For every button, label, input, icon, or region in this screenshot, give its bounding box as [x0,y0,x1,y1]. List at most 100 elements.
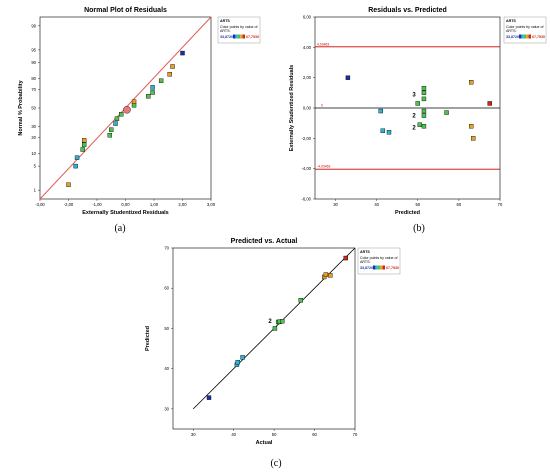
b-legend-box [503,16,547,44]
b-lower-limit-label: -4,03463 [317,165,330,169]
b-y-tick-label: -4,00 [301,166,311,171]
c-legend-swatch [373,265,376,270]
a-x-tick-label: -3,00 [35,202,45,207]
c-data-point [235,360,240,365]
a-y-tick-label: 30 [31,124,36,129]
b-y-tick-label: 2,00 [303,75,312,80]
b-legend-swatch [528,34,531,39]
a-data-point [113,121,118,126]
c-legend-swatch [377,265,381,270]
a-data-point [150,90,155,95]
b-x-tick-label: 30 [333,202,338,207]
a-x-tick-label: 1,00 [150,202,159,207]
b-point-count-label: 2 [412,126,416,132]
c-data-point [328,273,333,278]
a-data-point [167,72,172,77]
c-data-point [240,355,245,360]
a-data-point [80,147,85,152]
a-caption: (a) [114,223,125,234]
c-legend-swatch [380,265,383,270]
c-x-tick-label: 60 [312,432,317,437]
c-legend-caption: Color points by value of [360,256,398,260]
b-zero-label: 0 [321,104,323,108]
b-data-point [471,136,476,141]
b-y-tick-label: 4,00 [303,45,312,50]
b-y-tick-label: 0,00 [303,106,312,111]
b-legend-swatch [523,34,527,39]
b-legend-max: 67,7530 [532,35,545,39]
a-y-tick-label: 99 [31,23,36,28]
b-x-tick-label: 40 [374,202,379,207]
a-data-point [74,155,80,160]
c-y-axis-label: Predicted [145,326,151,351]
c-data-point [272,326,278,331]
b-data-point [487,101,492,106]
a-legend-swatch [235,34,238,39]
c-y-tick-label: 40 [164,366,169,371]
a-x-tick-label: 3,00 [207,202,216,207]
b-caption: (b) [413,223,425,234]
c-legend-max: 67,7530 [386,266,399,270]
a-y-axis-label: Normal % Probability [18,79,24,135]
c-point-count-label: 2 [268,319,272,325]
a-data-point [170,64,175,69]
c-legend-swatch [382,265,385,270]
a-x-tick-label: 2,00 [178,202,187,207]
c-x-axis-label: Actual [256,440,273,446]
a-legend-swatch [240,34,243,39]
c-title: Predicted vs. Actual [231,238,298,245]
b-data-point [386,130,392,135]
b-data-point [421,123,427,129]
b-legend-swatch [521,34,524,39]
a-legend-max: 67,7530 [246,35,259,39]
c-data-point [298,298,304,303]
a-legend-swatch [237,34,241,39]
b-x-tick-label: 70 [498,202,503,207]
a-marks: Normal Plot of Residuals -3,00 -2,00 -1,00 0… [18,7,216,216]
a-y-tick-label: 50 [31,106,36,111]
c-y-tick-label: 70 [164,246,169,251]
c-legend-title: ARTS [360,250,370,254]
b-data-point [421,113,427,118]
b-upper-limit-label: 4,03463 [317,42,329,46]
a-data-point [119,112,124,117]
b-data-point [380,128,386,133]
b-data-point [421,96,427,102]
a-y-tick-label: 80 [31,76,36,81]
b-x-axis-label: Predicted [395,210,420,216]
a-legend-caption: Color points by value of [220,25,258,29]
b-y-tick-label: -2,00 [301,136,311,141]
c-data-point [280,319,285,324]
b-y-axis-label: Externally Studentized Residuals [289,65,295,152]
c-data-point [323,272,329,277]
a-y-tick-label: 20 [31,135,36,140]
a-legend-caption-2: ARTS: [220,29,231,33]
b-data-point [417,122,423,127]
c-caption: (c) [270,458,281,469]
a-data-point-highlight [123,105,131,114]
b-data-point [444,110,449,115]
a-y-tick-label: 95 [31,47,36,52]
b-x-tick-label: 60 [457,202,462,207]
b-point-count-label: 2 [412,114,416,120]
b-x-tick-label: 50 [415,202,420,207]
c-y-tick-label: 30 [164,406,169,411]
a-data-point [81,138,87,143]
a-y-tick-label: 90 [31,60,36,65]
a-data-point [107,133,113,138]
b-data-point [421,86,427,91]
b-legend-title: ARTS [506,19,516,23]
b-legend-swatch [526,34,529,39]
a-legend-title: ARTS [220,19,230,23]
a-data-point [66,182,71,187]
a-y-tick-label: 1 [34,188,37,193]
c-y-tick-label: 50 [164,326,169,331]
a-data-point [81,142,87,147]
c-x-tick-label: 40 [231,432,236,437]
c-legend-min: 33,8720 [360,266,373,270]
a-data-point [114,116,120,121]
b-data-point [469,123,474,129]
c-legend-caption-2: ARTS: [360,260,371,264]
